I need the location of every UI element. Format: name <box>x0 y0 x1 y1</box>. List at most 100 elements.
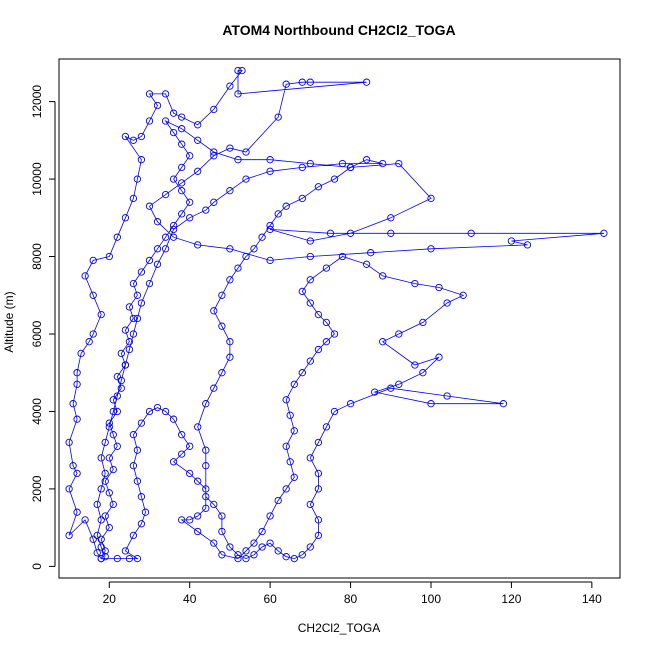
data-point <box>186 469 194 478</box>
data-point <box>250 539 258 547</box>
data-point <box>153 218 162 226</box>
plot-frame <box>58 58 621 579</box>
data-point <box>419 369 427 377</box>
series-line-group <box>68 70 604 560</box>
x-tick-label: 80 <box>344 592 358 606</box>
data-point <box>178 125 186 133</box>
data-point <box>258 233 266 241</box>
data-point <box>81 272 89 280</box>
data-point <box>443 392 451 400</box>
data-point <box>69 400 77 408</box>
data-point <box>218 322 226 330</box>
data-point <box>178 516 186 524</box>
data-point <box>153 260 162 268</box>
data-point <box>387 214 395 222</box>
data-point <box>145 407 154 416</box>
y-tick-label: 10000 <box>30 162 44 196</box>
data-point <box>274 210 282 218</box>
data-point <box>133 314 142 323</box>
data-point <box>186 152 194 160</box>
data-point <box>145 256 154 265</box>
data-point <box>161 190 170 199</box>
data-point <box>459 291 467 299</box>
data-point <box>129 462 138 470</box>
data-point <box>65 485 73 493</box>
data-point <box>109 431 117 439</box>
data-point <box>306 159 314 168</box>
data-point <box>523 241 532 249</box>
data-point <box>210 500 218 509</box>
data-point <box>178 140 186 148</box>
y-tick-label: 12000 <box>30 85 44 119</box>
data-point <box>427 245 435 253</box>
data-point <box>133 175 142 183</box>
data-point <box>330 175 339 183</box>
data-point <box>113 233 121 241</box>
data-point <box>218 369 226 377</box>
data-point <box>282 202 290 210</box>
x-tick-label: 20 <box>103 592 117 606</box>
data-point <box>125 303 134 311</box>
data-point <box>242 148 250 156</box>
data-point <box>274 113 282 121</box>
data-point <box>65 438 73 447</box>
y-axis-label: Altitude (m) <box>2 291 16 352</box>
data-point <box>234 551 242 559</box>
data-point <box>322 338 331 346</box>
data-point <box>161 407 170 416</box>
data-point <box>121 326 130 334</box>
data-point <box>379 272 387 280</box>
data-point <box>330 407 339 416</box>
data-point <box>194 512 202 520</box>
data-point <box>226 543 234 551</box>
data-point <box>210 384 218 392</box>
data-point <box>290 473 298 481</box>
data-point <box>194 241 202 249</box>
data-point <box>306 543 314 551</box>
data-point <box>121 547 130 555</box>
data-point <box>218 527 226 536</box>
data-point <box>169 225 178 234</box>
x-tick-label: 60 <box>263 592 277 606</box>
data-point <box>145 279 154 288</box>
data-point <box>218 512 226 520</box>
data-point <box>101 512 109 520</box>
data-point <box>121 132 130 141</box>
data-point <box>314 183 323 191</box>
data-point <box>129 531 138 540</box>
data-point <box>113 407 121 416</box>
data-point <box>117 384 125 392</box>
data-point <box>81 516 89 524</box>
data-point <box>169 128 178 137</box>
data-point <box>109 396 117 404</box>
data-point <box>266 156 274 164</box>
data-point <box>395 330 403 338</box>
data-point <box>499 400 508 408</box>
data-point <box>73 415 81 423</box>
data-point <box>133 446 142 454</box>
data-point <box>242 252 250 261</box>
data-point <box>178 187 186 195</box>
data-point <box>105 423 113 431</box>
data-point <box>101 469 109 478</box>
data-point <box>367 249 375 257</box>
data-point <box>161 245 170 253</box>
data-point <box>73 508 81 516</box>
data-point <box>234 554 242 563</box>
data-point <box>117 376 125 385</box>
data-point <box>101 547 109 555</box>
data-point <box>290 427 298 435</box>
data-point <box>411 361 419 369</box>
data-point <box>290 554 298 563</box>
data-point <box>306 78 314 86</box>
data-point <box>314 438 323 447</box>
data-point <box>202 493 210 501</box>
data-point <box>153 245 162 253</box>
data-point <box>169 109 178 117</box>
data-point <box>97 543 105 551</box>
data-point <box>427 400 435 408</box>
data-point <box>129 330 138 338</box>
data-point <box>234 66 242 75</box>
data-point <box>379 159 387 168</box>
data-point <box>242 175 250 183</box>
